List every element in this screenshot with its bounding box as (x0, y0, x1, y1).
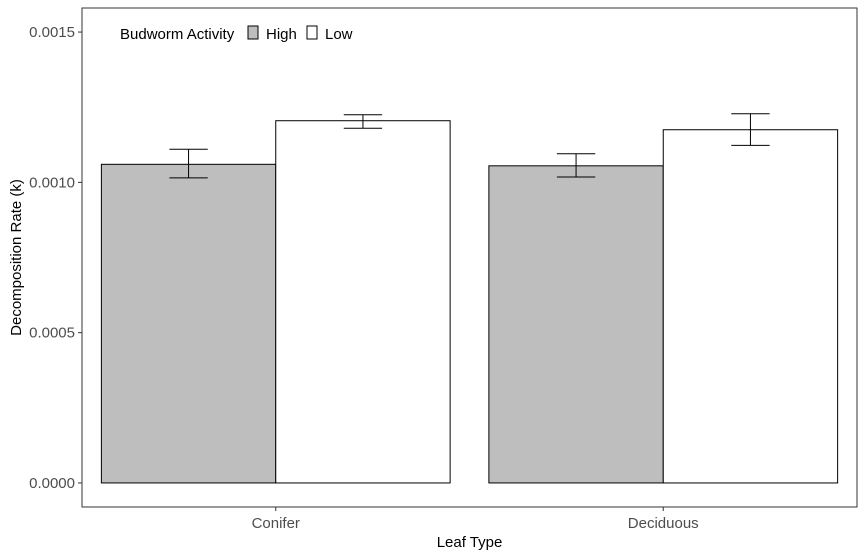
x-tick-label: Conifer (252, 515, 300, 532)
error-bar (731, 113, 770, 146)
y-tick-label: 0.0005 (29, 325, 75, 342)
y-tick-label: 0.0000 (29, 475, 75, 492)
legend-label-low: Low (325, 26, 353, 43)
error-bar (169, 148, 208, 179)
legend-key-high (247, 25, 259, 40)
bar-low-deciduous (662, 129, 839, 484)
error-bar (556, 153, 596, 178)
x-tick-label: Deciduous (628, 515, 699, 532)
legend: Budworm Activity High Low (120, 25, 353, 43)
y-axis-title: Decomposition Rate (k) (8, 179, 25, 336)
legend-label-high: High (266, 26, 297, 43)
bar-high-conifer (100, 163, 277, 484)
legend-title: Budworm Activity (120, 26, 235, 43)
y-tick-label: 0.0015 (29, 24, 75, 41)
legend-key-low (306, 25, 318, 40)
x-axis: Conifer Deciduous (252, 507, 699, 532)
bar-high-deciduous (488, 165, 664, 484)
bars-layer (100, 120, 839, 484)
error-bar (343, 114, 383, 129)
x-axis-title: Leaf Type (437, 534, 503, 551)
y-tick-label: 0.0010 (29, 174, 75, 191)
bar-low-conifer (275, 120, 451, 484)
error-bars-layer (169, 113, 770, 179)
y-axis: 0.0000 0.0005 0.0010 0.0015 (29, 24, 82, 492)
